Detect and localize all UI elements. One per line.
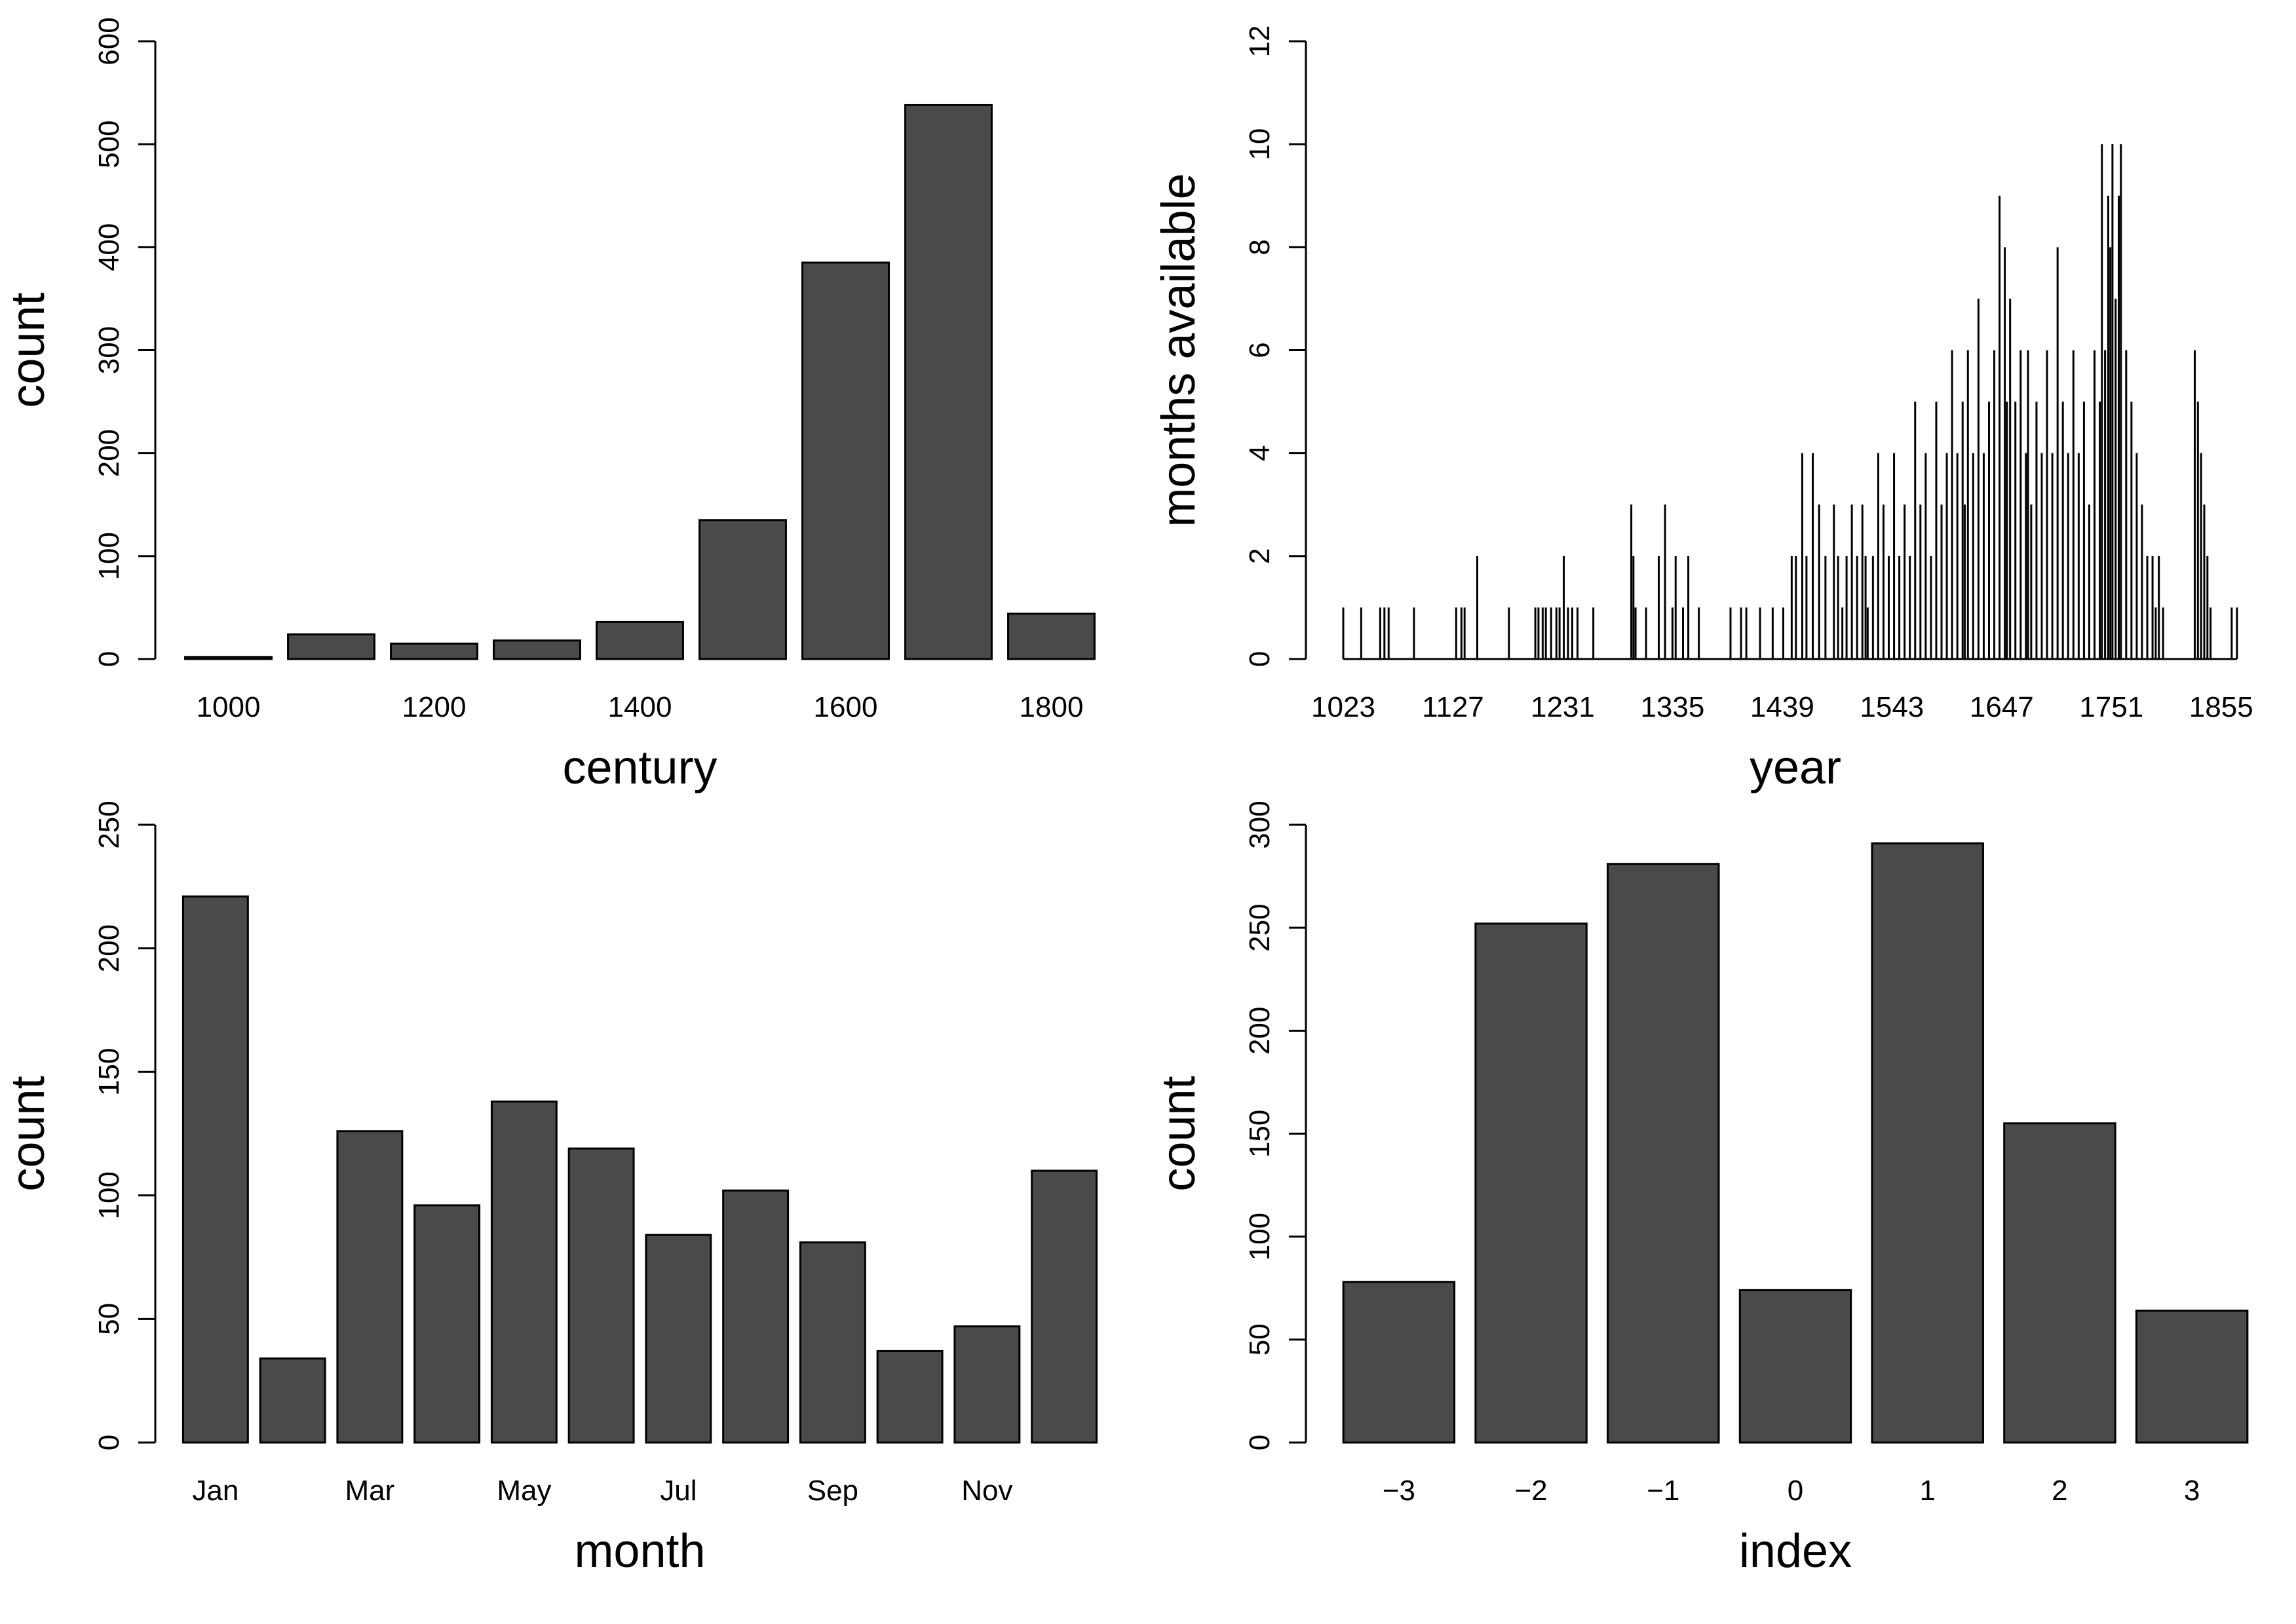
y-tick-label: 0	[93, 1435, 125, 1450]
y-tick-label: 600	[93, 17, 125, 65]
bar-−3	[1342, 1281, 1456, 1444]
y-tick-label: 400	[93, 223, 125, 271]
x-tick-label: 2	[2052, 1475, 2067, 1507]
x-axis-title: century	[562, 742, 717, 794]
x-axis-title: index	[1739, 1525, 1852, 1577]
y-axis-title: months available	[1153, 173, 1205, 527]
bar-1400	[596, 620, 684, 660]
y-tick-label: 100	[93, 1171, 125, 1219]
y-tick-label: 250	[93, 801, 125, 848]
bar-Nov	[953, 1325, 1021, 1444]
x-tick-label: Jan	[192, 1475, 239, 1507]
y-tick-label: 2	[1244, 548, 1276, 564]
x-tick-label: 1600	[814, 691, 878, 723]
x-tick-label: Jul	[660, 1475, 697, 1507]
bar-Apr	[413, 1204, 481, 1444]
x-tick-label: 1751	[2079, 691, 2143, 723]
bar-1800	[1007, 613, 1096, 660]
x-tick-label: 1647	[1970, 691, 2034, 723]
y-tick-label: 0	[93, 651, 125, 667]
bar-1100	[287, 633, 375, 660]
bar-1500	[698, 519, 787, 660]
y-tick-label: 100	[93, 532, 125, 580]
bar-1000	[184, 656, 273, 660]
panel-year: 0 2 4 6 8 10 12 months available year 1023 1127 123…	[1153, 26, 2253, 794]
bar-Aug	[722, 1189, 790, 1444]
bar-−1	[1607, 863, 1720, 1444]
y-tick-label: 8	[1244, 239, 1276, 255]
x-tick-label: 1543	[1860, 691, 1924, 723]
bar-Sep	[799, 1241, 866, 1444]
y-tick-label: 200	[1244, 1007, 1276, 1055]
y-tick-label: 250	[1244, 903, 1276, 951]
bar-1300	[493, 639, 581, 660]
x-tick-label: 3	[2184, 1475, 2200, 1507]
bar-3	[2135, 1310, 2249, 1444]
bar-1700	[904, 104, 993, 660]
x-tick-label: 1231	[1531, 691, 1595, 723]
bar-1200	[390, 642, 478, 660]
y-tick-label: 200	[93, 924, 125, 972]
y-tick-label: 0	[1244, 1435, 1276, 1450]
x-tick-label: Sep	[807, 1475, 858, 1507]
bar-1600	[801, 261, 890, 660]
bar-Jan	[182, 895, 249, 1444]
bar-May	[490, 1100, 558, 1444]
x-tick-label: 1000	[197, 691, 261, 723]
bar-−2	[1474, 922, 1588, 1444]
y-axis-title: count	[2, 1076, 54, 1191]
y-tick-label: 0	[1244, 651, 1276, 667]
x-tick-label: May	[497, 1475, 551, 1507]
bar-2	[2003, 1122, 2116, 1444]
y-axis-title: count	[2, 292, 54, 407]
x-tick-label: 1335	[1640, 691, 1704, 723]
y-tick-label: 4	[1244, 445, 1276, 461]
x-tick-label: 1439	[1750, 691, 1814, 723]
panel-index: 0 50 100 150 200 250 300 count index −3 −2 −1 0 1 2 3	[1153, 801, 2249, 1577]
bar-0	[1738, 1289, 1852, 1444]
bar-Jul	[645, 1234, 712, 1444]
bar-1	[1871, 842, 1984, 1444]
y-tick-label: 300	[1244, 801, 1276, 848]
bar-Feb	[259, 1357, 326, 1444]
y-tick-label: 6	[1244, 342, 1276, 358]
y-tick-label: 50	[93, 1303, 125, 1335]
y-axis-title: count	[1153, 1076, 1205, 1191]
x-tick-label: Nov	[961, 1475, 1012, 1507]
x-tick-label: 1023	[1311, 691, 1375, 723]
y-tick-label: 50	[1244, 1323, 1276, 1355]
bar-Oct	[876, 1350, 944, 1444]
x-tick-label: −3	[1383, 1475, 1415, 1507]
x-tick-label: Mar	[345, 1475, 394, 1507]
x-tick-label: 1400	[608, 691, 672, 723]
x-tick-label: 1855	[2189, 691, 2253, 723]
y-tick-label: 300	[93, 326, 125, 374]
y-tick-label: 12	[1244, 26, 1276, 58]
x-tick-label: −1	[1647, 1475, 1679, 1507]
panel-month: 0 50 100 150 200 250 count month Jan Mar May Jul Sep…	[2, 801, 1098, 1577]
y-tick-label: 200	[93, 429, 125, 477]
y-tick-label: 500	[93, 120, 125, 168]
x-axis-title: year	[1750, 742, 1841, 794]
x-tick-label: 1800	[1020, 691, 1084, 723]
y-tick-label: 150	[1244, 1110, 1276, 1158]
bar-Jun	[567, 1147, 635, 1444]
x-tick-label: 1200	[402, 691, 467, 723]
x-tick-label: −2	[1514, 1475, 1547, 1507]
bar-Mar	[336, 1130, 404, 1444]
bar-Dec	[1031, 1169, 1098, 1444]
y-tick-label: 10	[1244, 128, 1276, 161]
x-axis-title: month	[574, 1525, 705, 1577]
panel-century: 0 100 200 300 400 500 600 count century 1000 1200 1…	[2, 17, 1096, 794]
x-tick-label: 1127	[1422, 691, 1484, 723]
x-tick-label: 1	[1919, 1475, 1935, 1507]
y-tick-label: 100	[1244, 1213, 1276, 1260]
y-tick-label: 150	[93, 1048, 125, 1095]
x-tick-label: 0	[1788, 1475, 1803, 1507]
